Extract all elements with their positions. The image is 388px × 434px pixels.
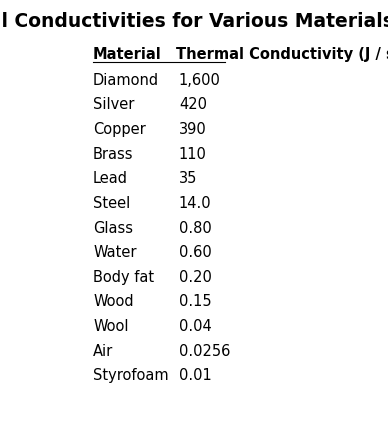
Text: Body fat: Body fat xyxy=(93,269,154,284)
Text: Wood: Wood xyxy=(93,294,134,309)
Text: Styrofoam: Styrofoam xyxy=(93,368,169,382)
Text: 0.20: 0.20 xyxy=(179,269,212,284)
Text: Thermal Conductivities for Various Materials: Thermal Conductivities for Various Mater… xyxy=(0,12,388,31)
Text: Thermal Conductivity (J / s·m·°C): Thermal Conductivity (J / s·m·°C) xyxy=(176,47,388,62)
Text: 0.0256: 0.0256 xyxy=(179,343,230,358)
Text: 14.0: 14.0 xyxy=(179,195,211,210)
Text: 0.01: 0.01 xyxy=(179,368,211,382)
Text: 35: 35 xyxy=(179,171,197,186)
Text: Lead: Lead xyxy=(93,171,128,186)
Text: Steel: Steel xyxy=(93,195,130,210)
Text: Glass: Glass xyxy=(93,220,133,235)
Text: Silver: Silver xyxy=(93,97,135,112)
Text: 110: 110 xyxy=(179,146,207,161)
Text: 0.15: 0.15 xyxy=(179,294,211,309)
Text: 1,600: 1,600 xyxy=(179,72,221,88)
Text: 390: 390 xyxy=(179,122,206,137)
Text: Material: Material xyxy=(93,47,162,62)
Text: Air: Air xyxy=(93,343,113,358)
Text: Diamond: Diamond xyxy=(93,72,159,88)
Text: Water: Water xyxy=(93,245,137,260)
Text: 420: 420 xyxy=(179,97,207,112)
Text: 0.60: 0.60 xyxy=(179,245,211,260)
Text: Wool: Wool xyxy=(93,318,128,333)
Text: Brass: Brass xyxy=(93,146,133,161)
Text: Copper: Copper xyxy=(93,122,146,137)
Text: 0.04: 0.04 xyxy=(179,318,211,333)
Text: 0.80: 0.80 xyxy=(179,220,211,235)
